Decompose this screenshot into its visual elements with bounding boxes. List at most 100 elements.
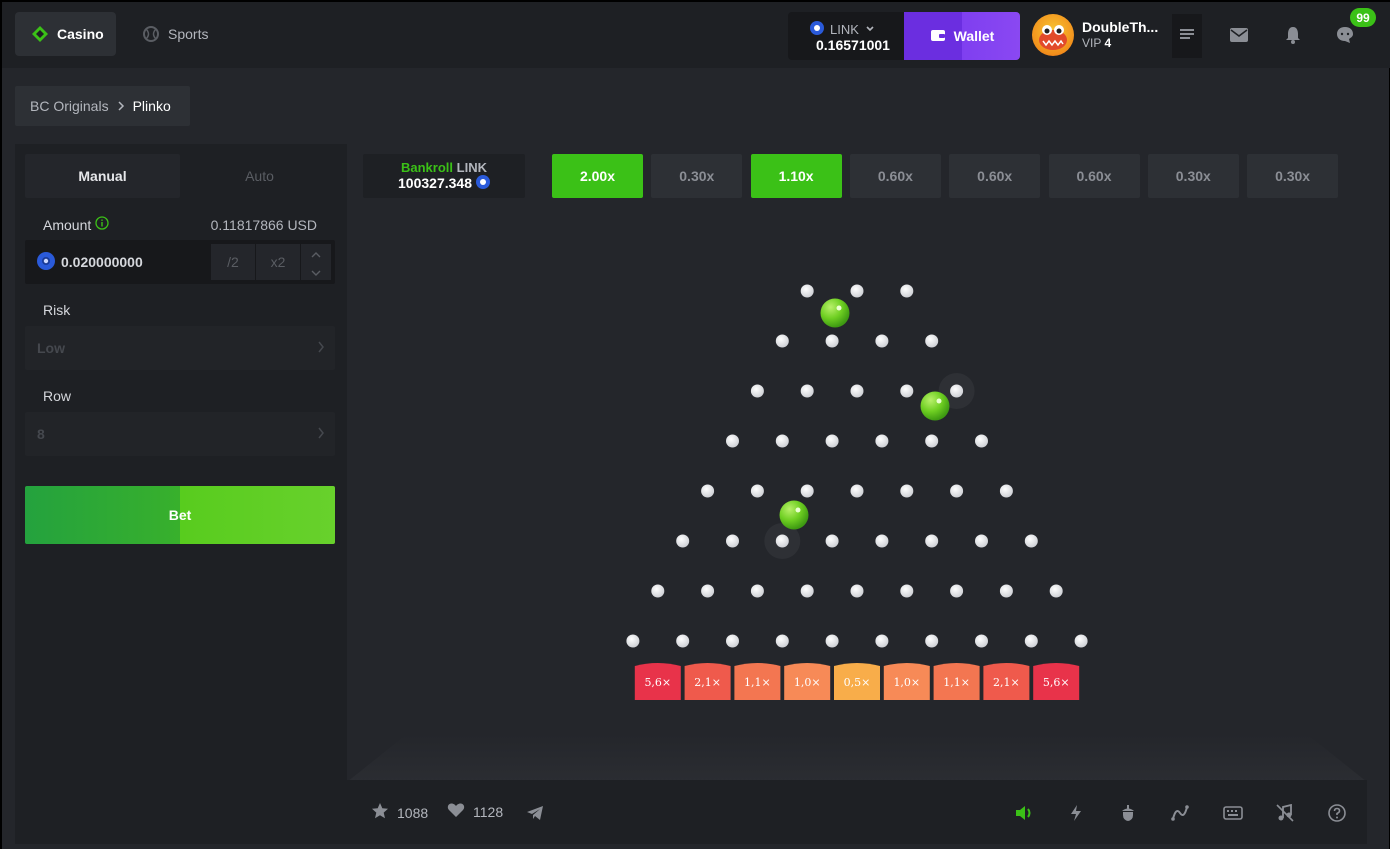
game-footer: 1088 1128 bbox=[347, 780, 1367, 844]
peg bbox=[950, 384, 964, 398]
multiplier-slot bbox=[784, 663, 831, 700]
peg bbox=[800, 584, 814, 598]
multiplier-slot bbox=[684, 663, 731, 700]
sports-icon bbox=[142, 25, 160, 43]
wallet-button[interactable]: Wallet bbox=[904, 12, 1020, 60]
multiplier-label: 0,5× bbox=[844, 676, 871, 689]
multiplier-slot bbox=[933, 663, 980, 700]
breadcrumb: BC Originals Plinko bbox=[15, 86, 190, 126]
currency-balance-selector[interactable]: LINK 0.16571001 bbox=[788, 12, 904, 60]
peg bbox=[925, 534, 939, 548]
peg bbox=[900, 484, 914, 498]
telegram-icon[interactable] bbox=[524, 802, 546, 824]
ball-highlight bbox=[936, 398, 942, 404]
history-chip[interactable]: 2.00x bbox=[552, 154, 643, 198]
speaker-icon[interactable] bbox=[1013, 802, 1035, 824]
history-chip[interactable]: 0.30x bbox=[651, 154, 743, 198]
peg bbox=[999, 584, 1013, 598]
game-panel: Bankroll LINK 100327.348 2.00x 0.30x 1.10x… bbox=[347, 144, 1367, 844]
peg bbox=[1049, 584, 1063, 598]
peg bbox=[975, 634, 988, 648]
peg bbox=[726, 634, 739, 648]
bet-button[interactable]: Bet bbox=[25, 486, 335, 544]
history-chip[interactable]: 0.60x bbox=[949, 154, 1041, 198]
favorites-stat[interactable]: 1088 bbox=[371, 802, 428, 823]
casino-icon bbox=[31, 25, 49, 43]
avatar[interactable] bbox=[1032, 14, 1074, 56]
bankroll-word: Bankroll bbox=[401, 160, 454, 175]
board-floor bbox=[347, 734, 1367, 782]
chevron-right-icon bbox=[317, 426, 325, 442]
peg bbox=[999, 484, 1013, 498]
peg bbox=[875, 434, 889, 448]
chevron-down-icon bbox=[865, 22, 875, 37]
amount-label-row: Amount bbox=[43, 216, 109, 233]
multiplier-slot bbox=[1033, 663, 1080, 700]
peg bbox=[1074, 634, 1088, 648]
currency-name: LINK bbox=[830, 22, 859, 37]
mail-icon[interactable] bbox=[1228, 24, 1250, 46]
peg bbox=[925, 434, 939, 448]
help-icon[interactable] bbox=[1326, 802, 1348, 824]
history-chip[interactable]: 0.60x bbox=[1048, 154, 1140, 198]
multiplier-label: 1,1× bbox=[744, 676, 771, 689]
risk-select[interactable]: Low bbox=[25, 326, 335, 370]
peg bbox=[701, 584, 715, 598]
peg bbox=[775, 434, 789, 448]
multiplier-label: 1,0× bbox=[794, 676, 821, 689]
multiplier-label: 1,0× bbox=[893, 676, 920, 689]
username[interactable]: DoubleTh... bbox=[1082, 19, 1159, 35]
history-chip[interactable]: 0.30x bbox=[1147, 154, 1239, 198]
chevron-right-icon bbox=[117, 98, 125, 114]
history-chip[interactable]: 1.10x bbox=[750, 154, 842, 198]
amount-stepper[interactable] bbox=[301, 244, 331, 280]
nav-casino-label: Casino bbox=[57, 26, 104, 42]
half-amount-button[interactable]: /2 bbox=[211, 244, 255, 280]
amount-input[interactable] bbox=[61, 240, 201, 284]
row-label: Row bbox=[43, 388, 72, 404]
keyboard-icon[interactable] bbox=[1222, 802, 1244, 824]
peg bbox=[750, 384, 764, 398]
peg bbox=[875, 634, 889, 648]
tab-manual[interactable]: Manual bbox=[25, 154, 180, 198]
peg bbox=[651, 584, 665, 598]
peg bbox=[775, 534, 789, 548]
likes-stat[interactable]: 1128 bbox=[447, 802, 503, 821]
acorn-icon[interactable] bbox=[1117, 802, 1139, 824]
nav-tab-casino[interactable]: Casino bbox=[15, 12, 116, 56]
row-select[interactable]: 8 bbox=[25, 412, 335, 456]
peg bbox=[975, 434, 988, 448]
peg bbox=[900, 384, 914, 398]
peg bbox=[850, 584, 864, 598]
bankroll-amount: 100327.348 bbox=[398, 175, 472, 191]
breadcrumb-link-originals[interactable]: BC Originals bbox=[30, 98, 109, 114]
chevron-down-icon[interactable] bbox=[311, 263, 321, 279]
info-icon[interactable] bbox=[95, 216, 109, 233]
risk-value: Low bbox=[37, 340, 65, 356]
peg bbox=[950, 484, 964, 498]
bankroll-display[interactable]: Bankroll LINK 100327.348 bbox=[363, 154, 525, 198]
peg bbox=[825, 534, 839, 548]
multiplier-label: 5,6× bbox=[644, 676, 671, 689]
chart-line-icon[interactable] bbox=[1169, 802, 1191, 824]
chevron-up-icon[interactable] bbox=[311, 245, 321, 261]
double-amount-button[interactable]: x2 bbox=[256, 244, 300, 280]
peg bbox=[750, 584, 764, 598]
peg bbox=[825, 434, 839, 448]
user-menu-button[interactable] bbox=[1172, 14, 1202, 58]
row-value: 8 bbox=[37, 426, 45, 442]
tab-auto[interactable]: Auto bbox=[245, 168, 274, 184]
history-chip[interactable]: 0.60x bbox=[849, 154, 941, 198]
risk-label: Risk bbox=[43, 302, 71, 318]
history-chip[interactable]: 0.30x bbox=[1247, 154, 1339, 198]
peg bbox=[850, 284, 864, 298]
music-off-icon[interactable] bbox=[1274, 802, 1296, 824]
multiplier-label: 5,6× bbox=[1043, 676, 1070, 689]
peg bbox=[975, 534, 988, 548]
multiplier-slot bbox=[983, 663, 1030, 700]
multiplier-label: 2,1× bbox=[993, 676, 1020, 689]
lightning-icon[interactable] bbox=[1065, 802, 1087, 824]
nav-tab-sports[interactable]: Sports bbox=[126, 12, 226, 56]
chat-icon[interactable] bbox=[1334, 24, 1356, 46]
bell-icon[interactable] bbox=[1282, 24, 1304, 46]
